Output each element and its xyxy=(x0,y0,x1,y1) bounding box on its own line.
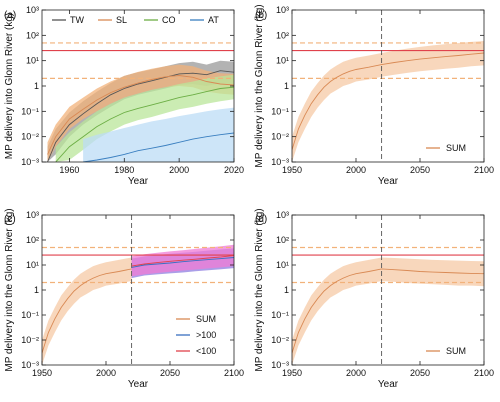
y-axis-label: MP delivery into the Glonn River (kg) xyxy=(4,208,15,371)
x-tick-label: 2100 xyxy=(474,165,494,175)
series-line-<100 xyxy=(131,255,234,267)
series-line-CO xyxy=(55,86,234,162)
y-tick-label: 10² xyxy=(26,235,39,245)
series-line-SUM xyxy=(292,268,484,354)
series-band-SUM xyxy=(292,257,484,365)
x-axis-label: Year xyxy=(128,379,149,390)
legend: SUM xyxy=(426,346,466,356)
y-tick-label: 10⁻³ xyxy=(271,157,289,167)
x-tick-label: 2000 xyxy=(169,165,189,175)
panel-label: (c) xyxy=(4,214,16,225)
legend-label-SUM: SUM xyxy=(446,346,466,356)
series-band-SL xyxy=(47,64,234,162)
panel-b: 10⁻³ 10⁻² 10⁻¹ 1 10¹ 10² 10³ 1950 2000 2050 2100 Ye… xyxy=(254,4,494,187)
series-line-SUM xyxy=(42,268,132,354)
series-line-SUM xyxy=(292,52,484,151)
y-axis-label: MP delivery into the Glonn River (kg) xyxy=(254,4,265,167)
x-tick-label: 1960 xyxy=(59,165,79,175)
y-tick-label: 10³ xyxy=(26,210,39,220)
series-band-SUM xyxy=(42,257,132,365)
series-band-SUM xyxy=(292,41,484,162)
x-axis-label: Year xyxy=(128,176,149,187)
series-line-AT xyxy=(83,132,234,162)
series-line-SL xyxy=(47,75,234,155)
legend: SUM xyxy=(426,143,466,153)
legend-label-TW: TW xyxy=(70,15,84,25)
y-tick-label: 10⁻¹ xyxy=(271,106,289,116)
y-tick-label: 10³ xyxy=(276,210,289,220)
legend-label-SUM: SUM xyxy=(446,143,466,153)
legend-label-SUM: SUM xyxy=(196,314,216,324)
legend-label->100: >100 xyxy=(196,330,216,340)
x-tick-label: 2000 xyxy=(96,368,116,378)
panel-a: 10⁻³ 10⁻² 10⁻¹ 1 10¹ 10² 10³ 1960 1980 2000 2020 Ye… xyxy=(4,5,244,187)
y-tick-label: 10⁻³ xyxy=(271,360,289,370)
y-tick-label: 1 xyxy=(34,285,39,295)
y-tick-label: 10⁻² xyxy=(21,132,39,142)
y-tick-label: 10³ xyxy=(26,5,39,15)
series-band-AT xyxy=(83,107,234,162)
legend: SUM >100 <100 xyxy=(176,314,216,356)
x-tick-label: 2100 xyxy=(224,368,244,378)
y-tick-label: 10⁻² xyxy=(21,335,39,345)
legend-label-SL: SL xyxy=(116,15,127,25)
y-tick-label: 10¹ xyxy=(276,260,289,270)
panel-c: 10⁻³ 10⁻² 10⁻¹ 1 10¹ 10² 10³ 1950 2000 2050 2100 Ye… xyxy=(4,208,244,390)
x-tick-label: 2020 xyxy=(224,165,244,175)
series-line->100 xyxy=(131,257,234,268)
series-band-CO xyxy=(55,74,234,162)
x-tick-label: 2050 xyxy=(410,368,430,378)
legend-label-<100: <100 xyxy=(196,346,216,356)
plot-area xyxy=(292,10,484,162)
y-axis-label: MP delivery into Glonn River (kg) xyxy=(4,13,15,160)
y-tick-label: 10¹ xyxy=(26,260,39,270)
legend: TW SL CO AT xyxy=(52,15,219,25)
panel-label: (b) xyxy=(255,10,267,21)
x-tick-label: 2050 xyxy=(160,368,180,378)
plot-area xyxy=(42,215,234,365)
panel-label: (d) xyxy=(255,214,267,225)
y-tick-label: 10¹ xyxy=(276,56,289,66)
plot-area xyxy=(292,215,484,365)
x-tick-label: 1950 xyxy=(32,368,52,378)
y-tick-label: 10⁻³ xyxy=(21,157,39,167)
x-tick-label: 2100 xyxy=(474,368,494,378)
legend-label-AT: AT xyxy=(208,15,219,25)
y-tick-label: 10² xyxy=(276,235,289,245)
x-tick-label: 2000 xyxy=(346,368,366,378)
plot-area xyxy=(42,42,234,162)
y-tick-label: 10⁻² xyxy=(271,132,289,142)
y-tick-label: 1 xyxy=(34,81,39,91)
y-tick-label: 10⁻² xyxy=(271,335,289,345)
y-tick-label: 1 xyxy=(284,285,289,295)
legend-label-CO: CO xyxy=(162,15,176,25)
x-tick-label: 1980 xyxy=(114,165,134,175)
y-tick-label: 10⁻¹ xyxy=(21,106,39,116)
y-tick-label: 10⁻¹ xyxy=(271,310,289,320)
panel-d: 10⁻³ 10⁻² 10⁻¹ 1 10¹ 10² 10³ 1950 2000 2050 2100 Ye… xyxy=(254,208,494,390)
y-tick-label: 10³ xyxy=(276,5,289,15)
y-tick-label: 10² xyxy=(276,30,289,40)
y-tick-label: 10² xyxy=(26,30,39,40)
x-axis-label: Year xyxy=(378,379,399,390)
y-tick-label: 10¹ xyxy=(26,56,39,66)
series-line-TW xyxy=(47,70,234,162)
panel-label: (a) xyxy=(4,10,16,21)
y-tick-label: 1 xyxy=(284,81,289,91)
x-tick-label: 1950 xyxy=(282,368,302,378)
x-tick-label: 1950 xyxy=(282,165,302,175)
x-tick-label: 2000 xyxy=(346,165,366,175)
y-tick-label: 10⁻¹ xyxy=(21,310,39,320)
x-axis-label: Year xyxy=(378,176,399,187)
y-axis-label: MP delivery into the Glonn River (kg) xyxy=(254,208,265,371)
x-tick-label: 2050 xyxy=(410,165,430,175)
y-tick-label: 10⁻³ xyxy=(21,360,39,370)
